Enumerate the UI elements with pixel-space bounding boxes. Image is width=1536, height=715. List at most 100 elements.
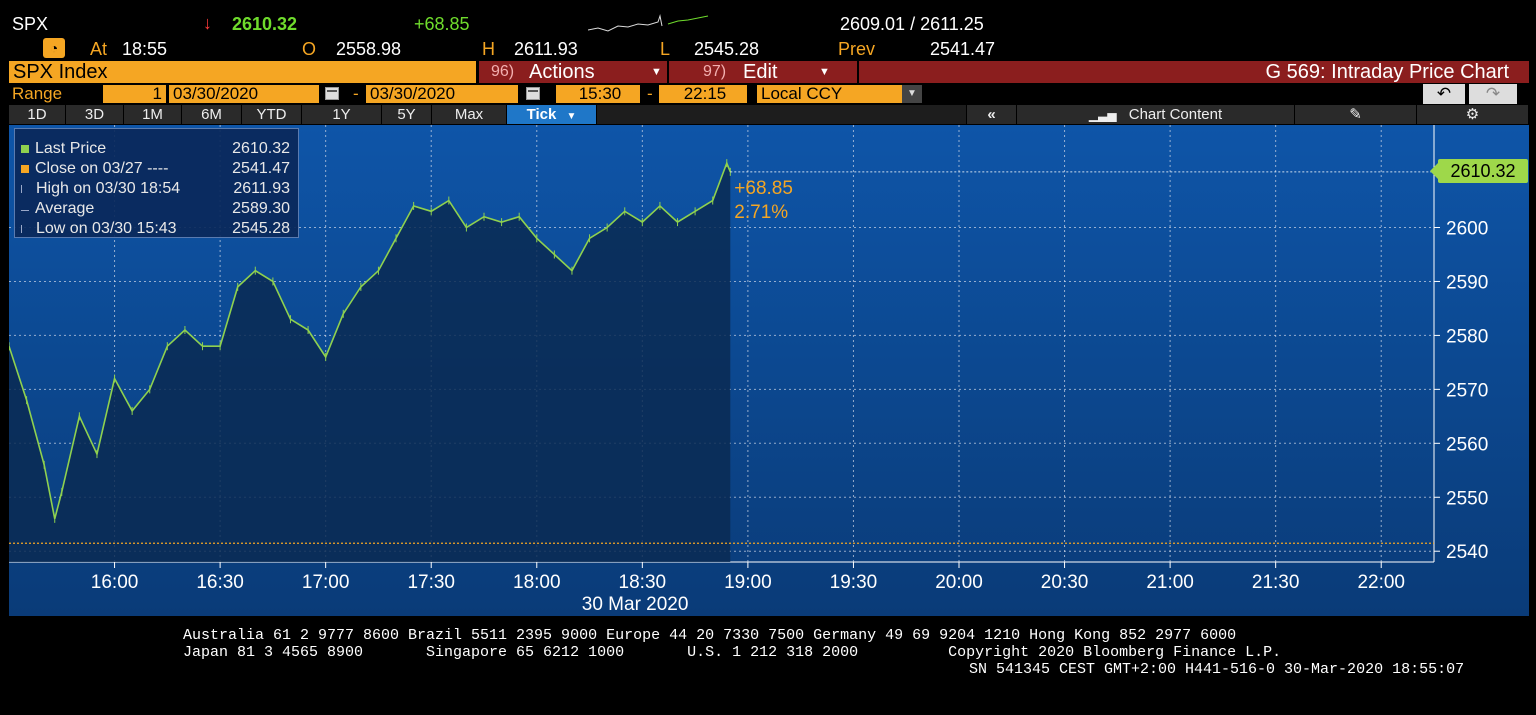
y-tick-label: 2560 (1446, 434, 1488, 455)
x-tick-label: 16:30 (196, 572, 244, 593)
x-tick-label: 17:00 (302, 572, 350, 593)
tab-1y[interactable]: 1Y (302, 105, 382, 124)
tab-5y[interactable]: 5Y (382, 105, 432, 124)
tab-tick[interactable]: Tick ▼ (507, 105, 597, 124)
prev-value: 2541.47 (930, 39, 996, 59)
tab-ytd[interactable]: YTD (242, 105, 302, 124)
security-field[interactable]: SPX Index (9, 61, 476, 83)
chevron-down-icon[interactable]: ▼ (902, 85, 922, 103)
time-dash: - (647, 84, 653, 103)
range-bar: Range 1 03/30/2020 - 03/30/2020 15:30 - … (9, 84, 1529, 104)
end-date-field[interactable]: 03/30/2020 (366, 85, 518, 103)
last-price: 2610.32 (232, 14, 298, 34)
bid-ask: 2609.01 / 2611.25 (840, 14, 984, 34)
range-value[interactable]: 1 (103, 85, 166, 103)
y-tick-label: 2600 (1446, 219, 1488, 240)
x-tick-label: 21:00 (1146, 572, 1194, 593)
footer-session-info: SN 541345 CEST GMT+2:00 H441-516-0 30-Ma… (969, 661, 1465, 678)
high-value: 2611.93 (514, 39, 578, 59)
legend-label: Average (35, 200, 95, 217)
chevron-down-icon: ▼ (651, 66, 662, 78)
tab-1m[interactable]: 1M (124, 105, 182, 124)
tab-6m[interactable]: 6M (182, 105, 242, 124)
tab-spacer (597, 105, 967, 124)
chevron-down-icon: ▼ (566, 111, 577, 122)
quote-time: 18:55 (122, 39, 168, 59)
chart-content-button[interactable]: ▁▃▅ Chart Content (1017, 105, 1295, 124)
ticker: SPX (12, 14, 49, 34)
end-time-field[interactable]: 22:15 (659, 85, 747, 103)
actions-label: Actions (529, 61, 595, 83)
edit-menu[interactable]: 97) Edit ▼ (669, 61, 857, 83)
x-tick-label: 18:00 (513, 572, 561, 593)
calendar-icon[interactable] (526, 87, 540, 100)
x-tick-label: 19:00 (724, 572, 772, 593)
range-label: Range (12, 84, 63, 103)
footer-phone-line-1: Australia 61 2 9777 8600 Brazil 5511 239… (183, 627, 1237, 644)
x-tick-label: 21:30 (1252, 572, 1300, 593)
legend-value: 2611.93 (233, 180, 290, 197)
x-tick-label: 22:00 (1357, 572, 1405, 593)
legend-row-last: Last Price 2610.32 (21, 139, 292, 159)
price-line (9, 160, 732, 520)
start-date-field[interactable]: 03/30/2020 (169, 85, 319, 103)
chevron-down-icon: ▼ (819, 66, 830, 78)
function-title: G 569: Intraday Price Chart (1265, 61, 1509, 83)
annotate-button[interactable]: ✎ (1295, 105, 1417, 124)
edit-label: Edit (743, 61, 778, 83)
y-tick-label: 2580 (1446, 326, 1488, 347)
undo-icon[interactable]: ↶ (1423, 84, 1465, 104)
function-title-bar: G 569: Intraday Price Chart (859, 61, 1529, 83)
legend-row-low: Low on 03/30 15:43 2545.28 (21, 219, 292, 239)
period-tab-bar: 1D 3D 1M 6M YTD 1Y 5Y Max Tick ▼ « ▁▃▅ C… (9, 105, 1529, 124)
open-label: O (302, 39, 317, 59)
range-dash: - (353, 84, 359, 103)
legend-label: High on 03/30 18:54 (36, 180, 181, 197)
legend-row-average: Average 2589.30 (21, 199, 292, 219)
chart-legend[interactable]: Last Price 2610.32 Close on 03/27 ---- 2… (14, 128, 299, 238)
legend-value: 2589.30 (232, 200, 290, 217)
actions-number: 96) (491, 63, 515, 80)
tab-1d[interactable]: 1D (9, 105, 66, 124)
currency-select[interactable]: Local CCY (757, 85, 902, 103)
x-tick-label: 20:00 (935, 572, 983, 593)
collapse-button[interactable]: « (967, 105, 1017, 124)
price-area-fill (9, 163, 731, 563)
tab-max[interactable]: Max (432, 105, 507, 124)
high-label: H (482, 39, 495, 59)
x-axis-title: 30 Mar 2020 (582, 594, 689, 615)
low-label: L (660, 39, 671, 59)
footer-phone-line-2: Japan 81 3 4565 8900 Singapore 65 6212 1… (183, 644, 1282, 661)
legend-swatch (21, 144, 29, 153)
low-value: 2545.28 (694, 39, 760, 59)
y-tick-label: 2590 (1446, 272, 1488, 293)
redo-icon[interactable]: ↷ (1469, 84, 1517, 104)
at-label: At (90, 39, 108, 59)
title-bar: SPX Index 96) Actions ▼ 97) Edit ▼ G 569… (9, 61, 1529, 83)
settings-button[interactable]: ⚙ (1417, 105, 1529, 124)
x-tick-label: 17:30 (407, 572, 455, 593)
legend-label: Last Price (35, 140, 107, 157)
legend-value: 2541.47 (232, 160, 290, 177)
x-tick-label: 20:30 (1041, 572, 1089, 593)
y-tick-label: 2540 (1446, 542, 1488, 563)
start-time-field[interactable]: 15:30 (556, 85, 640, 103)
legend-swatch (21, 164, 29, 173)
x-tick-label: 18:30 (619, 572, 667, 593)
tab-tick-label: Tick (526, 106, 557, 123)
bar-chart-icon: ▁▃▅ (1088, 108, 1117, 122)
sparkline-icon (588, 14, 709, 32)
legend-marker-icon (21, 184, 30, 193)
change-points-label: +68.85 (734, 178, 793, 199)
y-tick-label: 2550 (1446, 488, 1488, 509)
x-tick-label: 16:00 (91, 572, 139, 593)
legend-value: 2610.32 (232, 140, 290, 157)
legend-row-close: Close on 03/27 ---- 2541.47 (21, 159, 292, 179)
y-tick-label: 2570 (1446, 380, 1488, 401)
calendar-icon[interactable] (325, 87, 339, 100)
actions-menu[interactable]: 96) Actions ▼ (479, 61, 667, 83)
speedometer-icon[interactable]: ◔ (43, 38, 65, 58)
tab-3d[interactable]: 3D (66, 105, 124, 124)
arrow-down-icon: ↓ (203, 13, 212, 33)
change-percent-label: 2.71% (734, 202, 788, 223)
